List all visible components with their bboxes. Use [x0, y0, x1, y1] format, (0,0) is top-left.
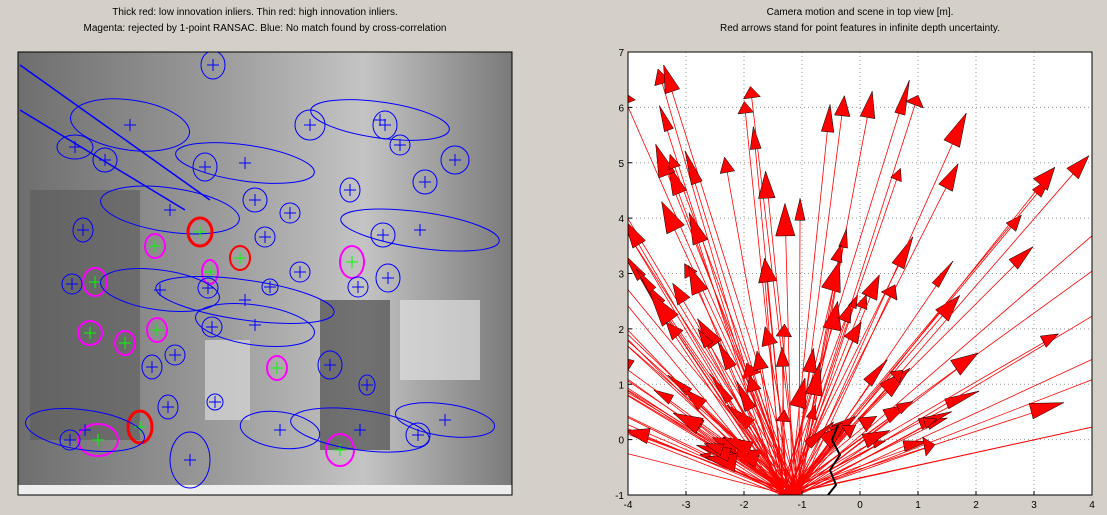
y-tick-label: 3: [618, 270, 624, 281]
x-tick-label: 1: [915, 500, 921, 511]
x-tick-label: 0: [857, 500, 863, 511]
y-tick-label: -1: [615, 491, 624, 502]
image-object: [320, 300, 390, 450]
y-tick-label: 6: [618, 103, 624, 114]
figure: Thick red: low innovation inliers. Thin …: [0, 0, 1107, 515]
y-tick-label: 5: [618, 159, 624, 170]
y-tick-label: 0: [618, 436, 624, 447]
left-title-line: Thick red: low innovation inliers. Thin …: [112, 7, 398, 18]
left-title-line: Magenta: rejected by 1-point RANSAC. Blu…: [84, 23, 447, 34]
y-tick-label: 1: [618, 380, 624, 391]
camera-image: [18, 51, 512, 495]
x-tick-label: -2: [740, 500, 749, 511]
image-box: [205, 340, 250, 420]
page: Thick red: low innovation inliers. Thin …: [0, 0, 1107, 515]
image-floor: [18, 485, 512, 495]
image-poster: [400, 300, 480, 380]
x-tick-label: -4: [624, 500, 633, 511]
x-tick-label: 4: [1089, 500, 1095, 511]
right-title-line: Red arrows stand for point features in i…: [720, 23, 1000, 34]
x-tick-label: 2: [973, 500, 979, 511]
y-tick-label: 7: [618, 48, 624, 59]
x-tick-label: -1: [798, 500, 807, 511]
y-tick-label: 2: [618, 325, 624, 336]
image-shelf: [30, 190, 140, 440]
right-title-line: Camera motion and scene in top view [m].: [767, 7, 954, 18]
y-tick-label: 4: [618, 214, 624, 225]
x-tick-label: -3: [682, 500, 691, 511]
x-tick-label: 3: [1031, 500, 1037, 511]
